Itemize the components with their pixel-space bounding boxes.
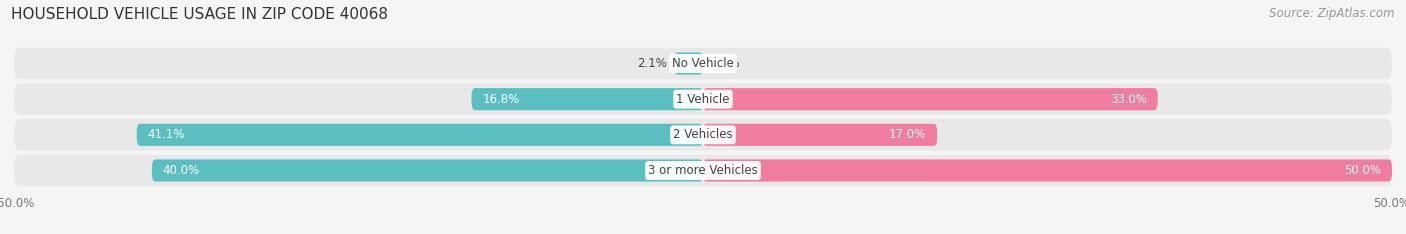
Text: 16.8%: 16.8%	[482, 93, 520, 106]
FancyBboxPatch shape	[14, 119, 1392, 150]
Text: Source: ZipAtlas.com: Source: ZipAtlas.com	[1270, 7, 1395, 20]
FancyBboxPatch shape	[471, 88, 703, 110]
Text: HOUSEHOLD VEHICLE USAGE IN ZIP CODE 40068: HOUSEHOLD VEHICLE USAGE IN ZIP CODE 4006…	[11, 7, 388, 22]
Text: 41.1%: 41.1%	[148, 128, 186, 141]
FancyBboxPatch shape	[703, 124, 938, 146]
FancyBboxPatch shape	[703, 159, 1392, 182]
Text: 2.1%: 2.1%	[637, 57, 668, 70]
Text: 2 Vehicles: 2 Vehicles	[673, 128, 733, 141]
Text: No Vehicle: No Vehicle	[672, 57, 734, 70]
FancyBboxPatch shape	[136, 124, 703, 146]
Text: 1 Vehicle: 1 Vehicle	[676, 93, 730, 106]
FancyBboxPatch shape	[703, 88, 1157, 110]
Text: 33.0%: 33.0%	[1109, 93, 1147, 106]
FancyBboxPatch shape	[14, 155, 1392, 186]
Text: 0.0%: 0.0%	[710, 57, 740, 70]
Text: 50.0%: 50.0%	[1344, 164, 1381, 177]
FancyBboxPatch shape	[152, 159, 703, 182]
FancyBboxPatch shape	[14, 48, 1392, 79]
Text: 17.0%: 17.0%	[889, 128, 927, 141]
Text: 3 or more Vehicles: 3 or more Vehicles	[648, 164, 758, 177]
Text: 40.0%: 40.0%	[163, 164, 200, 177]
FancyBboxPatch shape	[673, 52, 703, 75]
FancyBboxPatch shape	[14, 84, 1392, 115]
